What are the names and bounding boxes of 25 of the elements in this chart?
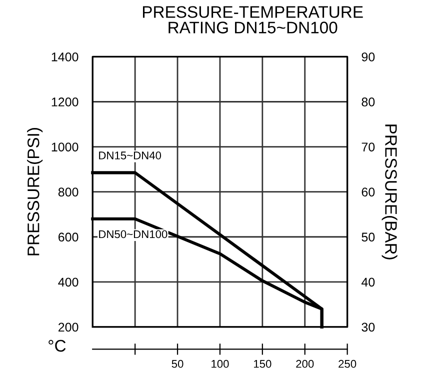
y2-tick-label: 70 [362,142,375,152]
y2-tick-label: 50 [362,232,375,242]
y2-axis-title: PRESSURE(BAR) [382,124,398,260]
y-tick-label: 1200 [52,98,78,106]
x-tick-label: 100 [212,360,229,368]
series-label: DN15~DN40 [99,152,162,160]
y2-tick-label: 90 [362,52,375,62]
x-tick-label: 150 [254,360,272,368]
y-tick-label: 1000 [52,142,78,152]
y2-tick-label: 30 [362,322,375,332]
y-tick-label: 400 [58,278,78,287]
series-label: DN50~DN100 [99,230,168,238]
x-tick-label: 50 [172,360,184,368]
x-tick-label: 250 [338,360,356,368]
y2-tick-label: 80 [362,98,375,106]
y-tick-label: 600 [58,232,78,242]
x-axis-title: °C [48,340,66,352]
y2-tick-label: 40 [362,278,375,287]
y-tick-label: 800 [58,188,78,196]
x-tick-label: 200 [296,360,314,368]
chart-title: PRESSURE-TEMPERATURE RATING DN15~DN100 [142,6,363,34]
y-tick-label: 1400 [52,52,78,62]
y2-tick-label: 60 [362,188,375,196]
y-axis-title: PRESSURE(PSI) [27,128,43,256]
y-tick-label: 200 [58,322,78,332]
